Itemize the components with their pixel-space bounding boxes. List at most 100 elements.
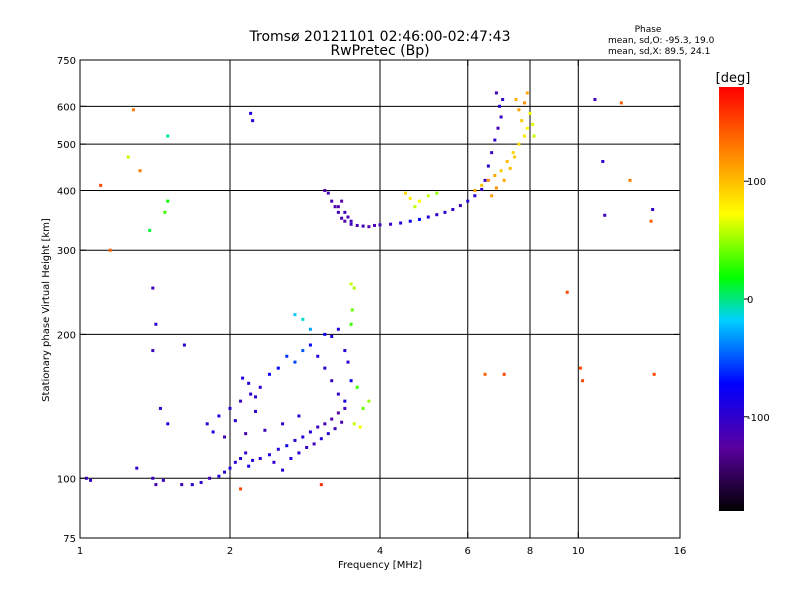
data-point: [346, 360, 350, 364]
y-axis-label: Stationary phase Virtual Height [km]: [41, 218, 52, 402]
data-point: [494, 186, 498, 190]
data-point: [532, 134, 536, 138]
data-point: [166, 199, 170, 203]
colorbar-tick-label: -100: [747, 413, 770, 424]
data-point: [340, 420, 344, 424]
data-point: [466, 199, 470, 203]
data-point: [84, 476, 88, 480]
data-point: [493, 138, 497, 142]
data-point: [297, 451, 301, 455]
data-point: [408, 219, 412, 223]
data-point: [336, 327, 340, 331]
data-point: [241, 376, 245, 380]
data-point: [208, 476, 212, 480]
data-point: [578, 366, 582, 370]
x-tick-label: 10: [572, 546, 585, 557]
data-point: [343, 210, 347, 214]
data-point: [258, 456, 262, 460]
data-point: [330, 417, 334, 421]
stats-line-x: mean, sd,X: 89.5, 24.1: [608, 47, 710, 57]
data-point: [308, 343, 312, 347]
data-point: [301, 317, 305, 321]
data-point: [349, 322, 353, 326]
x-tick-label: 1: [77, 546, 83, 557]
data-point: [493, 173, 497, 177]
y-tick-label: 750: [57, 56, 76, 67]
data-point: [281, 422, 285, 426]
data-point: [413, 205, 417, 209]
data-point: [247, 464, 251, 468]
data-point: [480, 187, 484, 191]
data-point: [239, 456, 243, 460]
data-point: [649, 219, 653, 223]
data-point: [426, 215, 430, 219]
data-point: [217, 414, 221, 418]
data-point: [473, 188, 477, 192]
data-point: [355, 385, 359, 389]
data-point: [308, 430, 312, 434]
data-point: [361, 224, 365, 228]
x-axis-label: Frequency [MHz]: [338, 560, 422, 571]
data-point: [305, 445, 309, 449]
data-point: [276, 366, 280, 370]
data-point: [336, 411, 340, 415]
data-point: [480, 183, 484, 187]
data-point: [349, 219, 353, 223]
data-point: [205, 422, 209, 426]
y-tick-label: 75: [63, 534, 76, 545]
data-point: [316, 354, 320, 358]
data-point: [343, 219, 347, 223]
data-point: [258, 385, 262, 389]
data-point: [135, 466, 139, 470]
data-point: [285, 354, 289, 358]
data-point: [99, 183, 103, 187]
x-tick-label: 16: [674, 546, 687, 557]
data-point: [180, 483, 184, 487]
data-point: [349, 222, 353, 226]
data-point: [603, 213, 607, 217]
data-point: [358, 425, 362, 429]
data-point: [131, 108, 135, 112]
data-point: [593, 98, 597, 102]
data-point: [443, 210, 447, 214]
data-point: [285, 444, 289, 448]
colorbar: [deg] 100 0 -100: [716, 71, 770, 511]
y-tick-label: 200: [57, 330, 76, 341]
axis-ticks: 1 2 4 6 8 10 16 75 100 200 300 400 500 600 750: [57, 56, 686, 557]
data-point: [251, 458, 255, 462]
data-point: [619, 101, 623, 105]
data-point: [346, 215, 350, 219]
data-point: [233, 460, 237, 464]
data-point: [323, 366, 327, 370]
data-point: [352, 286, 356, 290]
data-point: [253, 395, 257, 399]
data-point: [333, 205, 337, 209]
data-point: [312, 442, 316, 446]
data-point: [435, 191, 439, 195]
data-point: [297, 414, 301, 418]
data-point: [528, 111, 532, 115]
data-point: [323, 188, 327, 192]
data-point: [293, 360, 297, 364]
chart-subtitle: RwPretec (Bp): [330, 43, 429, 59]
y-tick-label: 300: [57, 246, 76, 257]
data-point: [223, 470, 227, 474]
data-point: [138, 169, 142, 173]
data-point: [473, 194, 477, 198]
data-point: [505, 159, 509, 163]
x-tick-label: 4: [377, 546, 383, 557]
data-point: [301, 349, 305, 353]
data-point: [389, 222, 393, 226]
data-point: [501, 98, 505, 102]
data-point: [525, 91, 529, 95]
data-point: [508, 166, 512, 170]
data-point: [211, 430, 215, 434]
data-point: [511, 151, 515, 155]
data-point: [316, 425, 320, 429]
data-point: [249, 392, 253, 396]
data-point: [496, 126, 500, 130]
data-point: [494, 91, 498, 95]
data-point: [323, 422, 327, 426]
stats-line-o: mean, sd,O: -95.3, 19.0: [608, 36, 715, 46]
data-point: [158, 406, 162, 410]
